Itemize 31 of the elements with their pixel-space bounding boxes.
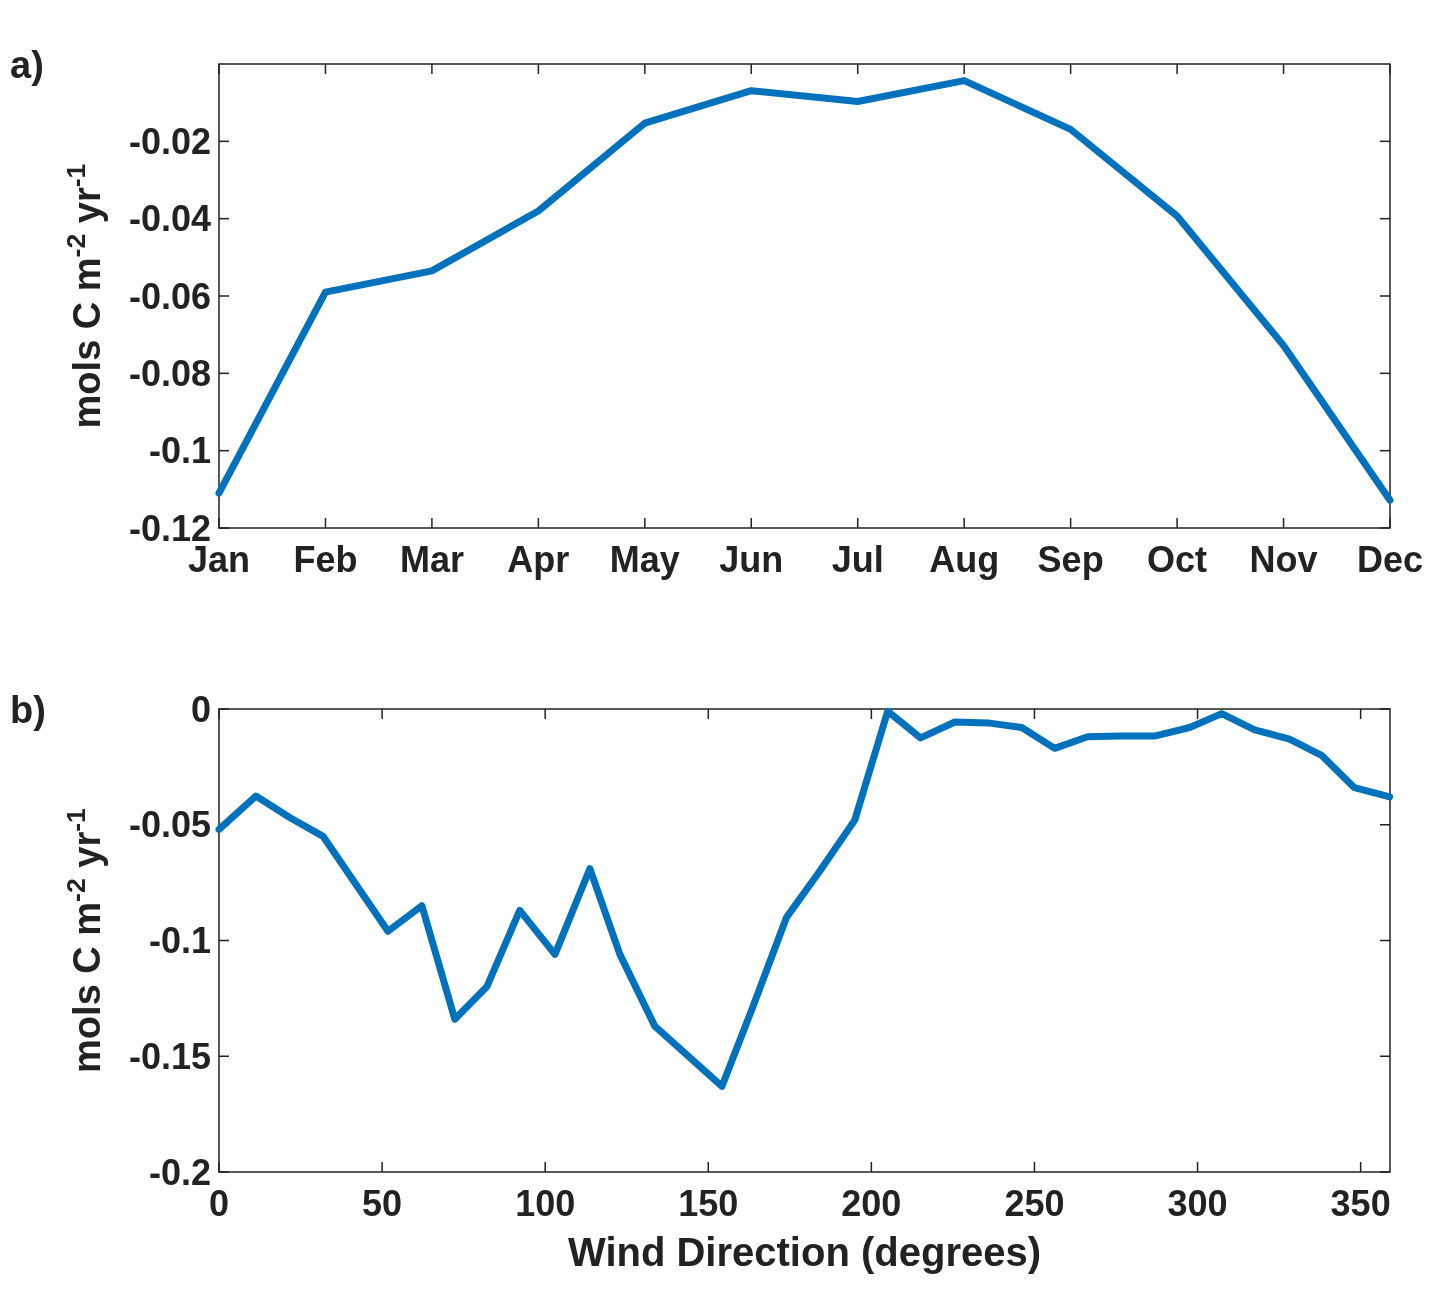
y-tick-label: -0.08 bbox=[128, 352, 211, 394]
x-tick-label: 250 bbox=[1004, 1183, 1065, 1224]
y-tick-label: -0.1 bbox=[148, 920, 211, 962]
x-tick-label: Oct bbox=[1147, 539, 1208, 580]
text: a) bbox=[10, 44, 44, 86]
y-tick-label: 0 bbox=[190, 688, 211, 730]
x-tick-label: 350 bbox=[1330, 1183, 1391, 1224]
y-tick-label: -0.05 bbox=[128, 804, 211, 846]
text: b) bbox=[10, 689, 46, 731]
y-tick-label: -0.04 bbox=[128, 198, 211, 240]
x-tick-label: Mar bbox=[399, 539, 464, 580]
x-tick-label: Jul bbox=[831, 539, 884, 580]
y-tick-label: -0.2 bbox=[148, 1151, 211, 1193]
x-tick-label: Apr bbox=[507, 539, 570, 580]
x-tick-label: Feb bbox=[293, 539, 358, 580]
x-tick-label: Sep bbox=[1037, 539, 1104, 580]
x-tick-label: Aug bbox=[929, 539, 1000, 580]
x-tick-label: Dec bbox=[1356, 539, 1424, 580]
x-tick-label: Jun bbox=[719, 539, 784, 580]
x-axis-title: Wind Direction (degrees) bbox=[567, 1230, 1042, 1274]
x-tick-label: 50 bbox=[362, 1183, 403, 1224]
x-tick-label: 100 bbox=[515, 1183, 576, 1224]
x-tick-label: 200 bbox=[841, 1183, 902, 1224]
y-tick-label: -0.1 bbox=[148, 430, 211, 472]
x-tick-label: 150 bbox=[678, 1183, 739, 1224]
y-tick-label: -0.06 bbox=[128, 275, 211, 317]
y-tick-label: -0.15 bbox=[128, 1035, 211, 1077]
x-tick-label: Nov bbox=[1249, 539, 1318, 580]
x-tick-label: May bbox=[609, 539, 680, 580]
x-tick-label: 300 bbox=[1167, 1183, 1228, 1224]
y-tick-label: -0.02 bbox=[128, 120, 211, 162]
